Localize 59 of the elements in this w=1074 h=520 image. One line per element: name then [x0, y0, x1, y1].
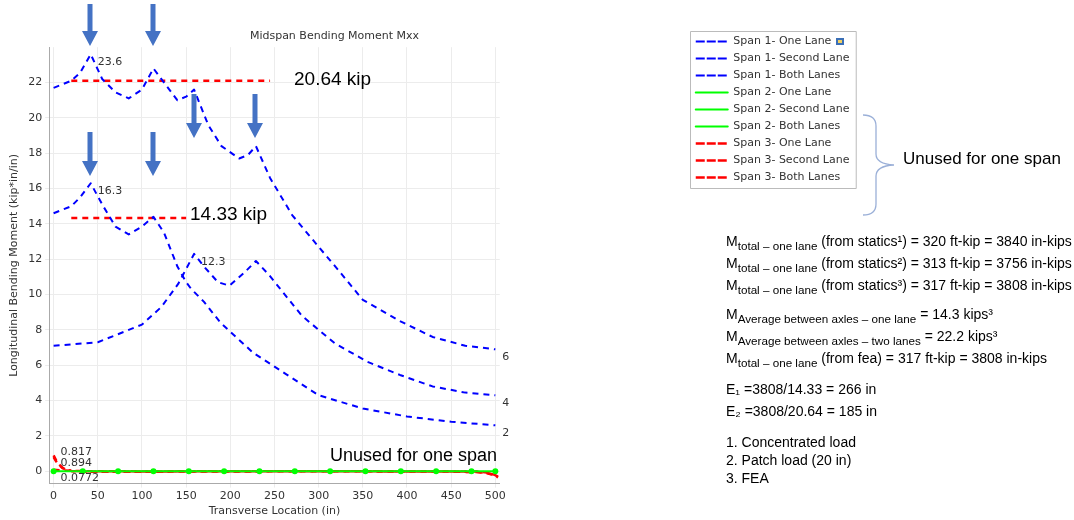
- annotation: 23.6: [97, 55, 123, 69]
- text: 1. Concentrated load: [726, 433, 856, 451]
- text: M$_{Average between axles – two lanes}$ = 22.2 kips³: [726, 327, 998, 349]
- legend-label: Span 2- Second Lane: [733, 102, 850, 116]
- x-tick-label: 150: [175, 489, 197, 503]
- legend-label: Span 2- Both Lanes: [733, 119, 841, 133]
- y-tick-label: 2: [35, 428, 43, 442]
- x-tick-label: 200: [219, 489, 241, 503]
- annotation: 0.817: [60, 445, 93, 459]
- annotation: Unused for one span: [330, 445, 498, 465]
- y-tick-label: 6: [35, 358, 43, 372]
- annotation: 4: [502, 396, 510, 410]
- x-tick-label: 250: [263, 489, 285, 503]
- legend-label: Span 3- One Lane: [733, 136, 832, 150]
- annotation: 14.33 kip: [190, 203, 268, 224]
- y-tick-label: 10: [28, 287, 43, 301]
- text: E₂ =3808/20.64 = 185 in: [726, 402, 878, 420]
- y-axis-title: Longitudinal Bending Moment (kip*in/in): [7, 154, 21, 377]
- annotation: 6: [502, 350, 510, 364]
- chart-title: Midspan Bending Moment Mxx: [249, 29, 420, 43]
- y-tick-label: 8: [35, 322, 43, 336]
- x-tick-label: 400: [396, 489, 418, 503]
- text: E₁ =3808/14.33 = 266 in: [726, 380, 877, 398]
- x-tick-label: 50: [90, 489, 105, 503]
- text: 2. Patch load (20 in): [726, 451, 852, 469]
- x-tick-label: 350: [352, 489, 374, 503]
- text: M$_{total – one lane}$ (from statics³) = 317 ft-kip = 3808 in-kips: [726, 276, 1072, 298]
- y-tick-label: 12: [28, 252, 43, 266]
- x-tick-label: 300: [308, 489, 330, 503]
- y-tick-label: 20: [28, 110, 43, 124]
- text: M$_{Average between axles – one lane}$ = 14.3 kips³: [726, 305, 993, 327]
- text: M$_{total – one lane}$ (from statics¹) = 320 ft-kip = 3840 in-kips: [726, 232, 1072, 254]
- y-tick-label: 4: [35, 393, 43, 407]
- legend-label: Span 1- One Lane: [733, 34, 832, 48]
- annotation: 2: [502, 426, 510, 440]
- text: Unused for one span: [903, 149, 1061, 168]
- annotation: 20.64 kip: [294, 68, 372, 89]
- annotation: 16.3: [97, 184, 123, 198]
- legend-label: Span 2- One Lane: [733, 85, 832, 99]
- legend-label: Span 3- Second Lane: [733, 153, 850, 167]
- legend-label: Span 1- Both Lanes: [733, 68, 841, 82]
- x-tick-label: 0: [50, 489, 58, 503]
- y-tick-label: 22: [28, 75, 43, 89]
- y-tick-label: 16: [28, 181, 43, 195]
- annotation: 12.3: [201, 254, 226, 268]
- x-tick-label: 450: [440, 489, 462, 503]
- x-tick-label: 500: [484, 489, 506, 503]
- y-tick-label: 0: [35, 464, 43, 478]
- text: M$_{total – one lane}$ (from statics²) = 313 ft-kip = 3756 in-kips: [726, 254, 1072, 276]
- annotation: 0.894: [60, 456, 93, 470]
- legend-label: Span 1- Second Lane: [733, 51, 850, 65]
- text: M$_{total – one lane}$ (from fea) = 317 ft-kip = 3808 in-kips: [726, 349, 1047, 371]
- x-axis-title: Transverse Location (in): [207, 504, 341, 518]
- text: 3. FEA: [726, 469, 769, 487]
- x-tick-label: 100: [131, 489, 153, 503]
- annotation: 0.0772: [60, 470, 100, 484]
- y-tick-label: 14: [28, 216, 43, 230]
- legend-label: Span 3- Both Lanes: [733, 170, 841, 184]
- y-tick-label: 18: [28, 146, 43, 160]
